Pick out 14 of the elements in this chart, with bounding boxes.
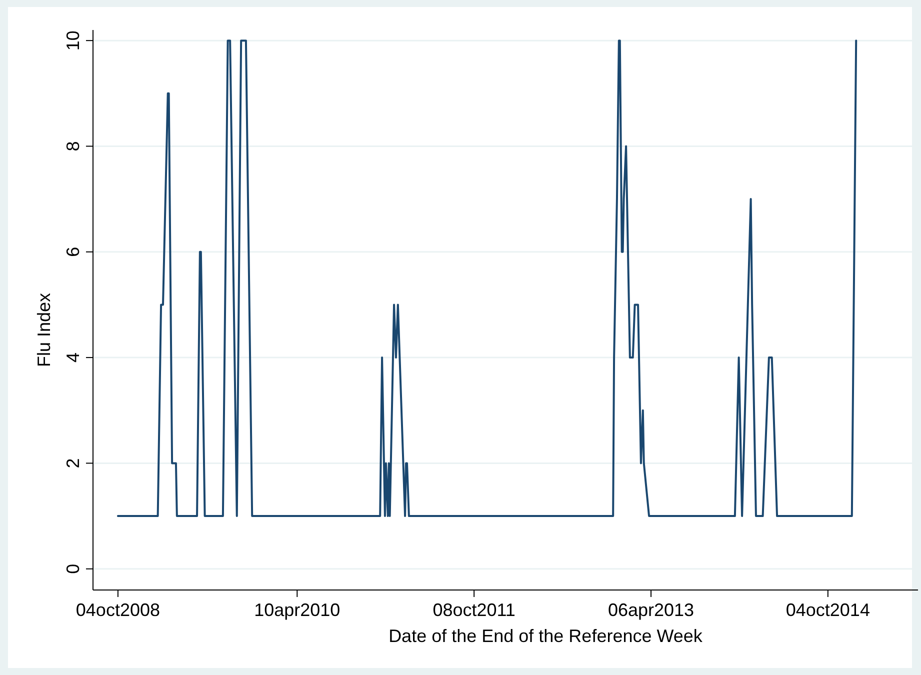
y-tick-label: 10 [63, 30, 83, 51]
x-tick-label: 04oct2008 [76, 600, 160, 620]
y-tick-label: 6 [63, 246, 83, 257]
y-axis-title: Flu Index [34, 292, 54, 368]
x-tick-label: 10apr2010 [254, 600, 340, 620]
x-axis-title: Date of the End of the Reference Week [388, 626, 704, 646]
x-tick-label: 04oct2014 [786, 600, 870, 620]
y-tick-label: 4 [63, 352, 83, 363]
y-tick-label: 2 [63, 458, 83, 468]
x-tick-label: 06apr2013 [608, 600, 694, 620]
x-tick-label: 08oct2011 [432, 600, 516, 620]
line-series [116, 40, 858, 518]
y-tick-label: 0 [63, 564, 83, 574]
y-tick-label: 8 [63, 141, 83, 152]
